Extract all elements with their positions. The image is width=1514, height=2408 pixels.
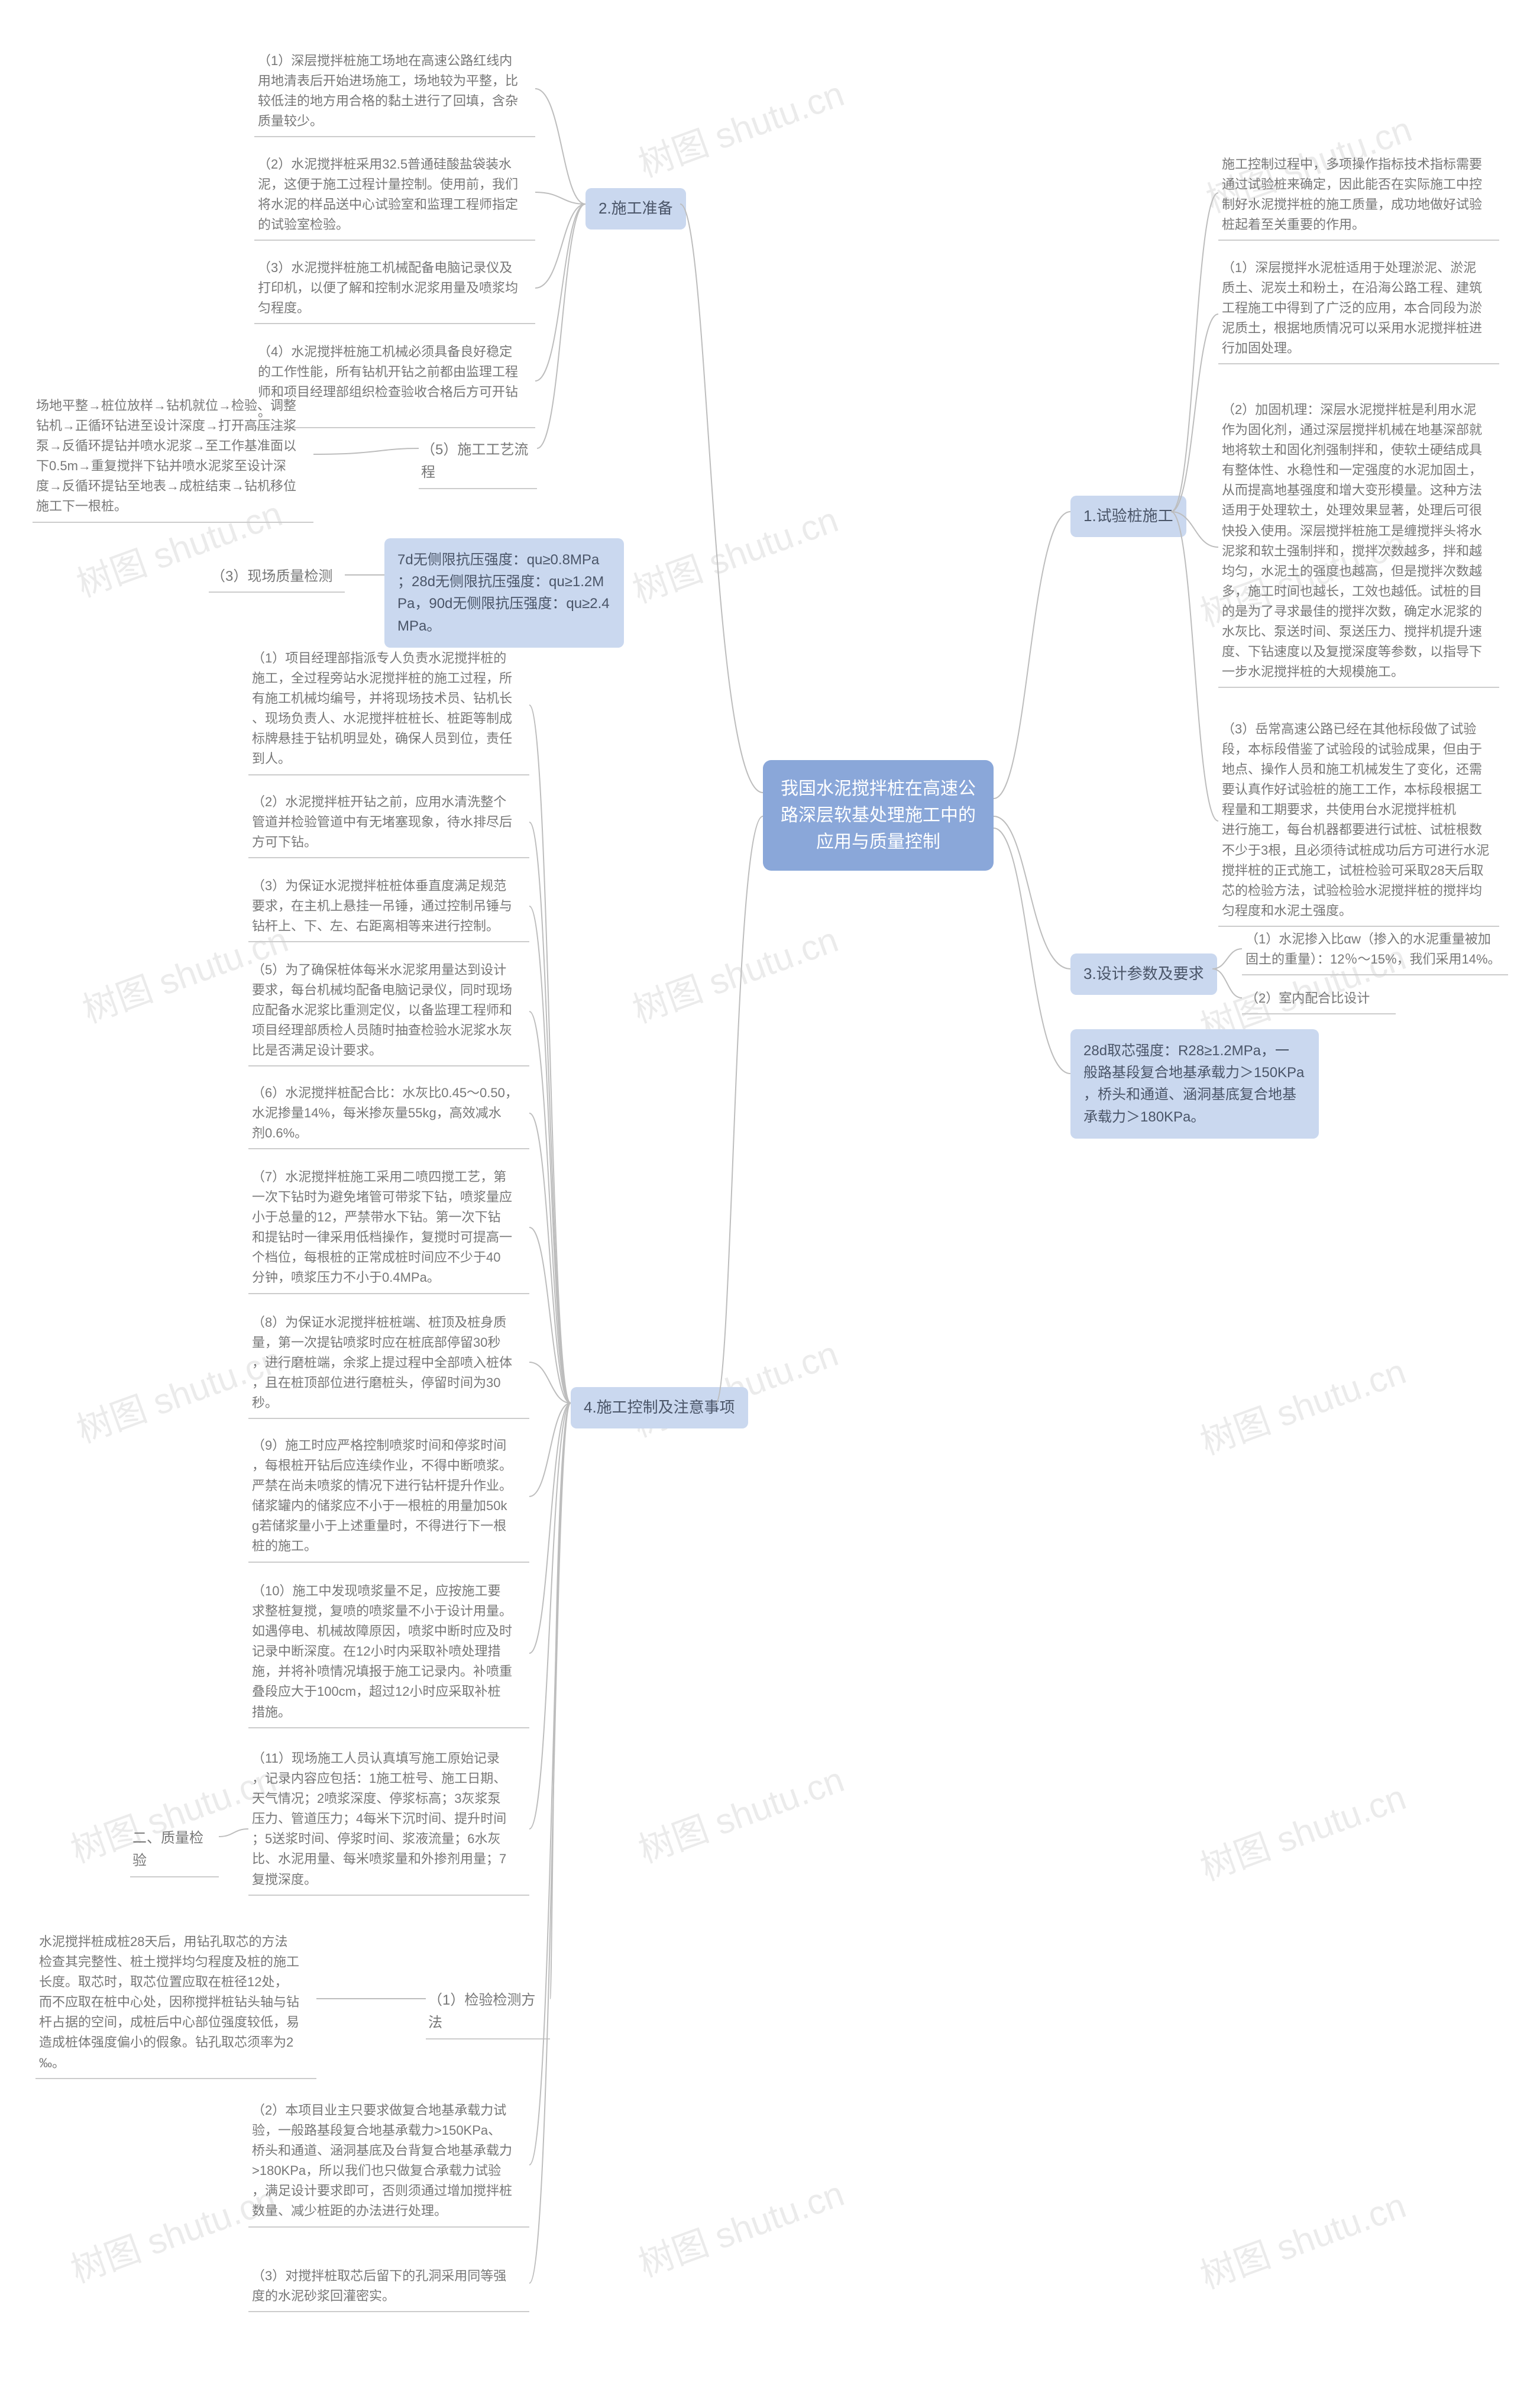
- branch-3: 3.设计参数及要求: [1070, 953, 1217, 995]
- branch4-item-4: （5）为了确保桩体每米水泥浆用量达到设计要求，每台机械均配备电脑记录仪，同时现场…: [248, 956, 529, 1066]
- quality-header: 二、质量检验: [130, 1824, 219, 1877]
- branch1-item-1: （1）深层搅拌水泥桩适用于处理淤泥、淤泥质土、泥炭土和粉土，在沿海公路工程、建筑…: [1218, 254, 1499, 364]
- branch3-item-2: （2）室内配合比设计: [1242, 985, 1396, 1014]
- branch1-item-2: （2）加固机理：深层水泥搅拌桩是利用水泥作为固化剂，通过深层搅拌机械在地基深部就…: [1218, 396, 1499, 688]
- branch4-item-6: （7）水泥搅拌桩施工采用二喷四搅工艺，第一次下钻时为避免堵管可带浆下钻，喷浆量应…: [248, 1163, 529, 1294]
- branch4-item-8: （9）施工时应严格控制喷浆时间和停浆时间，每根桩开钻后应连续作业，不得中断喷浆。…: [248, 1432, 529, 1563]
- branch4-item-3: （3）为保证水泥搅拌桩桩体垂直度满足规范要求，在主机上悬挂一吊锤，通过控制吊锤与…: [248, 872, 529, 942]
- branch-1: 1.试验桩施工: [1070, 496, 1186, 537]
- branch4-item-2: （2）水泥搅拌桩开钻之前，应用水清洗整个管道并检验管道中有无堵塞现象，待水排尽后…: [248, 788, 529, 858]
- branch1-intro: 施工控制过程中，多项操作指标技术指标需要通过试验桩来确定，因此能否在实际施工中控…: [1218, 151, 1499, 241]
- watermark: 树图 shutu.cn: [630, 65, 850, 187]
- branch3-item-1: （1）水泥掺入比αw（掺入的水泥重量被加固土的重量）：12％～15%，我们采用1…: [1242, 926, 1508, 975]
- branch-4: 4.施工控制及注意事项: [571, 1387, 748, 1428]
- root-node: 我国水泥搅拌桩在高速公路深层软基处理施工中的应用与质量控制: [763, 760, 994, 871]
- branch4-item-5: （6）水泥搅拌桩配合比：水灰比0.45～0.50，水泥掺量14%，每米掺灰量55…: [248, 1079, 529, 1149]
- branch-strength: 28d取芯强度：R28≥1.2MPa，一般路基段复合地基承载力＞150KPa，桥…: [1070, 1029, 1319, 1139]
- inspect-label: （1）检验检测方法: [426, 1986, 550, 2039]
- branch4-item-9: （10）施工中发现喷浆量不足，应按施工要求整桩复搅，复喷的喷浆量不小于设计用量。…: [248, 1578, 529, 1728]
- qc-header: （3）现场质量检测: [209, 562, 345, 593]
- watermark: 树图 shutu.cn: [1192, 2177, 1412, 2299]
- branch2-item-3: （3）水泥搅拌桩施工机械配备电脑记录仪及打印机，以便了解和控制水泥浆用量及喷浆均…: [254, 254, 535, 324]
- branch2-item-1: （1）深层搅拌桩施工场地在高速公路红线内用地清表后开始进场施工，场地较为平整，比…: [254, 47, 535, 137]
- inspect3: （3）对搅拌桩取芯后留下的孔洞采用同等强度的水泥砂浆回灌密实。: [248, 2262, 529, 2312]
- branch-2: 2.施工准备: [585, 188, 686, 230]
- inspect2: （2）本项目业主只要求做复合地基承载力试验，一般路基段复合地基承载力>150KP…: [248, 2097, 529, 2228]
- watermark: 树图 shutu.cn: [1192, 1343, 1412, 1465]
- watermark: 树图 shutu.cn: [625, 1325, 844, 1447]
- watermark: 树图 shutu.cn: [630, 1751, 850, 1873]
- watermark: 树图 shutu.cn: [625, 911, 844, 1033]
- watermark: 树图 shutu.cn: [630, 2165, 850, 2287]
- qc-text: 7d无侧限抗压强度：qu≥0.8MPa；28d无侧限抗压强度：qu≥1.2MPa…: [384, 538, 624, 648]
- branch1-item-3: （3）岳常高速公路已经在其他标段做了试验段，本标段借鉴了试验段的试验成果，但由于…: [1218, 716, 1499, 927]
- branch2-flow: 场地平整→桩位放样→钻机就位→检验、调整钻机→正循环钻进至设计深度→打开高压注浆…: [33, 392, 313, 523]
- branch4-item-10: （11）现场施工人员认真填写施工原始记录，记录内容应包括：1施工桩号、施工日期、…: [248, 1745, 529, 1896]
- branch2-item-2: （2）水泥搅拌桩采用32.5普通硅酸盐袋装水泥，这便于施工过程计量控制。使用前，…: [254, 151, 535, 241]
- watermark: 树图 shutu.cn: [625, 491, 844, 613]
- branch4-item-7: （8）为保证水泥搅拌桩桩端、桩顶及桩身质量，第一次提钻喷浆时应在桩底部停留30秒…: [248, 1309, 529, 1419]
- branch2-item-5: （5）施工工艺流程: [419, 435, 537, 489]
- branch4-item-1: （1）项目经理部指派专人负责水泥搅拌桩的施工，全过程旁站水泥搅拌桩的施工过程，所…: [248, 645, 529, 775]
- watermark: 树图 shutu.cn: [1192, 1769, 1412, 1890]
- inspect-text: 水泥搅拌桩成桩28天后，用钻孔取芯的方法检查其完整性、桩土搅拌均匀程度及桩的施工…: [35, 1928, 316, 2079]
